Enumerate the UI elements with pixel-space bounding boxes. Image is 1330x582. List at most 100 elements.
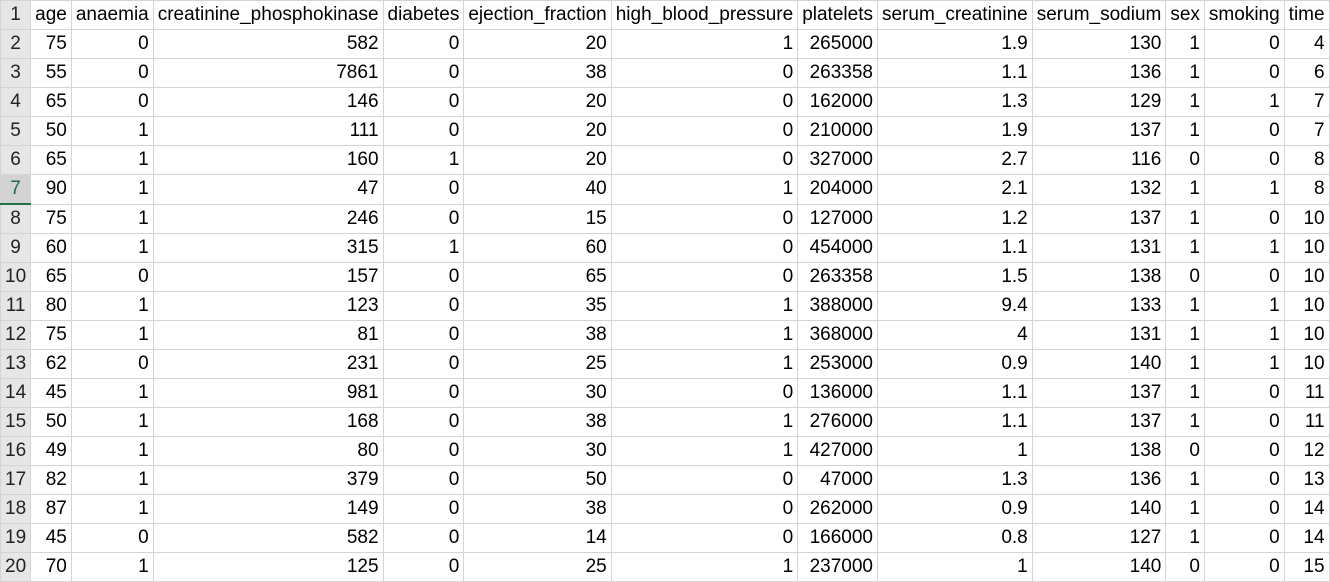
data-cell[interactable]: 204000 [798,175,878,205]
data-cell[interactable]: 582 [153,524,383,553]
data-cell[interactable]: 157 [153,263,383,292]
data-cell[interactable]: 1 [611,321,797,350]
data-cell[interactable]: 0 [71,59,153,88]
data-cell[interactable]: 65 [31,88,72,117]
data-cell[interactable]: 0 [1204,146,1284,175]
data-cell[interactable]: 2.7 [877,146,1032,175]
data-cell[interactable]: 0 [611,204,797,234]
data-cell[interactable]: 47000 [798,466,878,495]
data-cell[interactable]: 0 [383,59,464,88]
data-cell[interactable]: 60 [31,234,72,263]
data-cell[interactable]: 1 [1166,117,1205,146]
data-cell[interactable]: 1.5 [877,263,1032,292]
data-cell[interactable]: 50 [464,466,611,495]
data-cell[interactable]: 75 [31,204,72,234]
data-cell[interactable]: 1 [611,30,797,59]
data-cell[interactable]: 1 [1166,408,1205,437]
data-cell[interactable]: 1 [1204,350,1284,379]
data-cell[interactable]: 38 [464,408,611,437]
data-cell[interactable]: 130 [1032,30,1166,59]
data-cell[interactable]: 1 [1166,88,1205,117]
data-cell[interactable]: 129 [1032,88,1166,117]
data-cell[interactable]: 125 [153,553,383,582]
data-cell[interactable]: 80 [31,292,72,321]
data-cell[interactable]: 10 [1284,350,1329,379]
column-header-cell[interactable]: high_blood_pressure [611,1,797,30]
data-cell[interactable]: 1 [1166,175,1205,205]
row-number[interactable]: 10 [1,263,31,292]
data-cell[interactable]: 14 [1284,524,1329,553]
data-cell[interactable]: 1 [611,350,797,379]
row-number[interactable]: 5 [1,117,31,146]
column-header-cell[interactable]: serum_creatinine [877,1,1032,30]
data-cell[interactable]: 40 [464,175,611,205]
data-cell[interactable]: 1 [1166,59,1205,88]
data-cell[interactable]: 131 [1032,321,1166,350]
data-cell[interactable]: 20 [464,146,611,175]
data-cell[interactable]: 0 [611,379,797,408]
data-cell[interactable]: 140 [1032,553,1166,582]
data-cell[interactable]: 427000 [798,437,878,466]
data-cell[interactable]: 0 [71,524,153,553]
data-cell[interactable]: 20 [464,117,611,146]
data-cell[interactable]: 263358 [798,263,878,292]
row-number[interactable]: 3 [1,59,31,88]
data-cell[interactable]: 1 [611,437,797,466]
data-cell[interactable]: 582 [153,30,383,59]
data-cell[interactable]: 111 [153,117,383,146]
data-cell[interactable]: 30 [464,437,611,466]
row-number[interactable]: 6 [1,146,31,175]
row-number[interactable]: 11 [1,292,31,321]
data-cell[interactable]: 0 [383,117,464,146]
data-cell[interactable]: 1 [611,292,797,321]
data-cell[interactable]: 0.8 [877,524,1032,553]
data-cell[interactable]: 0 [383,466,464,495]
data-cell[interactable]: 0 [611,495,797,524]
data-cell[interactable]: 0 [1166,437,1205,466]
data-cell[interactable]: 127 [1032,524,1166,553]
data-cell[interactable]: 263358 [798,59,878,88]
data-cell[interactable]: 133 [1032,292,1166,321]
data-cell[interactable]: 137 [1032,117,1166,146]
data-cell[interactable]: 82 [31,466,72,495]
data-cell[interactable]: 50 [31,117,72,146]
row-number[interactable]: 14 [1,379,31,408]
data-cell[interactable]: 327000 [798,146,878,175]
data-cell[interactable]: 1 [1166,30,1205,59]
data-cell[interactable]: 8 [1284,175,1329,205]
data-cell[interactable]: 49 [31,437,72,466]
data-cell[interactable]: 1 [1204,88,1284,117]
row-number[interactable]: 4 [1,88,31,117]
data-cell[interactable]: 315 [153,234,383,263]
data-cell[interactable]: 0 [611,466,797,495]
data-cell[interactable]: 1.1 [877,59,1032,88]
data-cell[interactable]: 1.1 [877,234,1032,263]
data-cell[interactable]: 38 [464,321,611,350]
data-cell[interactable]: 1.9 [877,30,1032,59]
data-cell[interactable]: 47 [153,175,383,205]
data-cell[interactable]: 0.9 [877,495,1032,524]
data-cell[interactable]: 1 [71,175,153,205]
data-cell[interactable]: 1.3 [877,466,1032,495]
column-header-cell[interactable]: anaemia [71,1,153,30]
data-cell[interactable]: 1 [1166,321,1205,350]
data-cell[interactable]: 0 [1204,263,1284,292]
row-number[interactable]: 12 [1,321,31,350]
data-cell[interactable]: 265000 [798,30,878,59]
column-header-cell[interactable]: creatinine_phosphokinase [153,1,383,30]
data-cell[interactable]: 136 [1032,59,1166,88]
data-cell[interactable]: 45 [31,379,72,408]
data-cell[interactable]: 15 [1284,553,1329,582]
data-cell[interactable]: 0 [1204,466,1284,495]
data-cell[interactable]: 14 [464,524,611,553]
data-cell[interactable]: 1 [71,321,153,350]
data-cell[interactable]: 7 [1284,88,1329,117]
data-cell[interactable]: 1 [611,175,797,205]
data-cell[interactable]: 0 [71,263,153,292]
data-cell[interactable]: 0 [611,263,797,292]
data-cell[interactable]: 160 [153,146,383,175]
data-cell[interactable]: 1 [71,204,153,234]
data-cell[interactable]: 45 [31,524,72,553]
data-cell[interactable]: 1 [1166,350,1205,379]
data-cell[interactable]: 1 [71,495,153,524]
